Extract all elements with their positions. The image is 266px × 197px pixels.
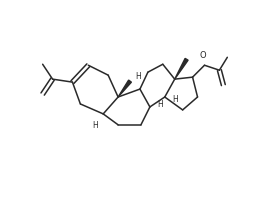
Text: H: H (135, 72, 141, 81)
Text: H: H (92, 121, 98, 130)
Text: H: H (157, 100, 163, 110)
Polygon shape (118, 80, 131, 97)
Text: O: O (199, 51, 206, 60)
Polygon shape (175, 58, 188, 79)
Text: H: H (172, 96, 178, 104)
